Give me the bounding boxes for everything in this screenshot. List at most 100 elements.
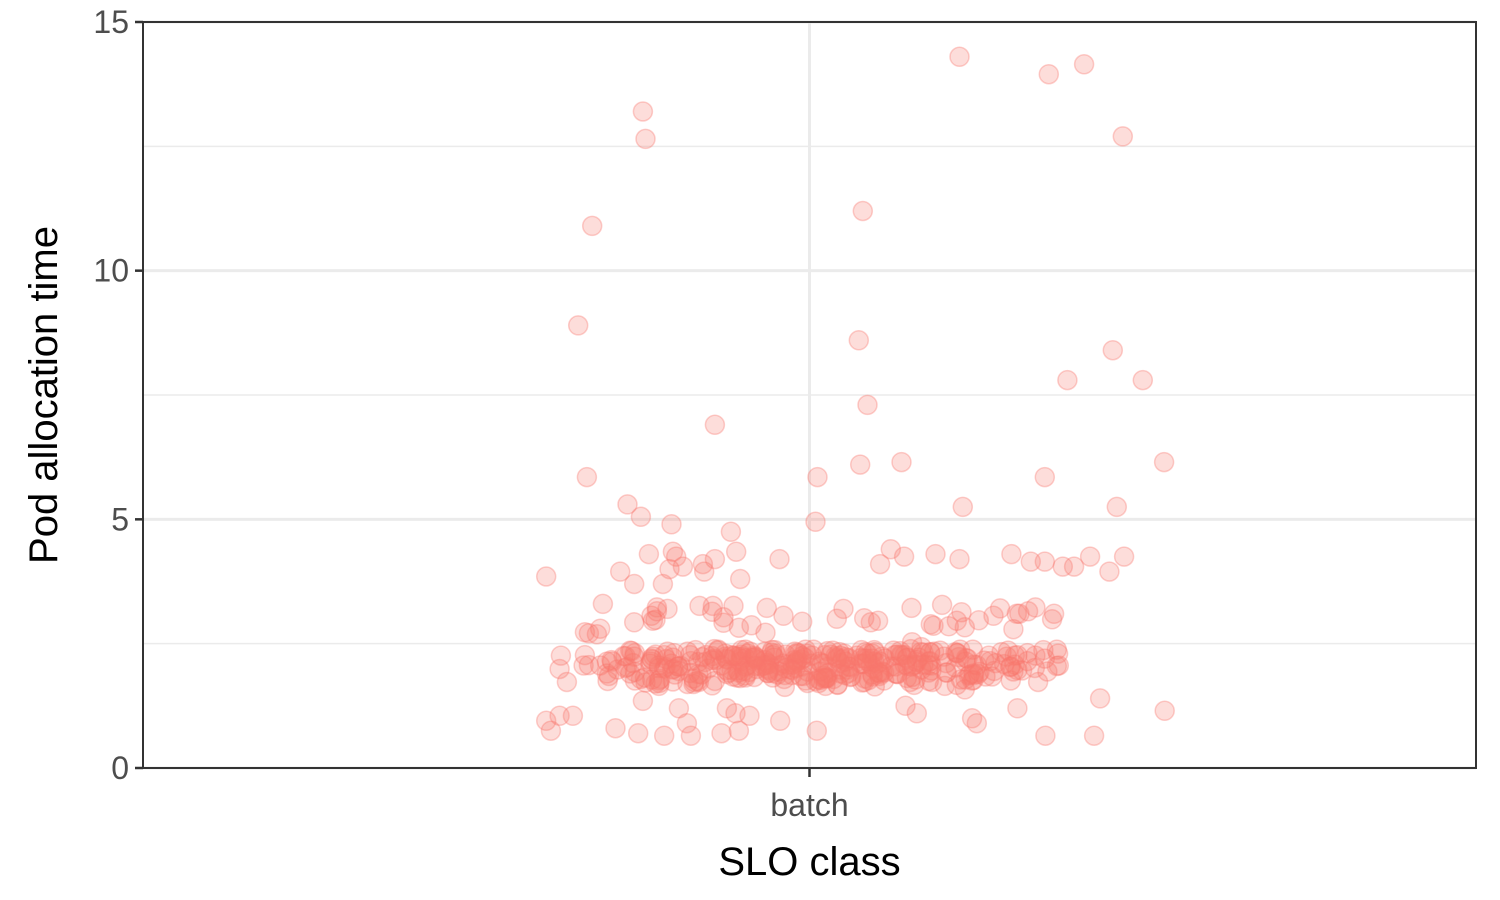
data-point: [613, 645, 634, 667]
data-point: [1063, 556, 1085, 577]
data-point: [1153, 451, 1175, 473]
data-point: [983, 660, 1005, 682]
data-point: [785, 643, 806, 665]
data-point: [908, 647, 930, 668]
data-point: [535, 566, 557, 587]
data-point: [791, 649, 812, 670]
data-point: [687, 651, 709, 673]
data-point: [648, 655, 670, 676]
data-point: [981, 666, 1003, 687]
data-point: [851, 653, 873, 675]
data-point: [1027, 671, 1049, 693]
data-point: [1046, 655, 1068, 677]
data-point: [735, 656, 756, 677]
data-point: [641, 605, 662, 627]
data-point: [919, 650, 941, 672]
data-point: [1073, 54, 1095, 75]
data-point: [691, 664, 712, 685]
data-point: [895, 695, 916, 717]
data-point: [905, 669, 926, 690]
data-point: [979, 650, 1001, 672]
data-point: [598, 665, 620, 687]
data-point: [720, 521, 742, 543]
data-point: [900, 638, 922, 660]
data-point: [729, 667, 751, 689]
data-point: [791, 611, 813, 633]
data-point: [645, 644, 666, 665]
data-point: [963, 663, 984, 684]
data-point: [649, 672, 670, 694]
data-point: [573, 655, 594, 676]
data-point: [1017, 650, 1038, 672]
data-point: [578, 654, 600, 676]
data-point: [624, 670, 646, 691]
data-point: [677, 641, 698, 662]
data-point: [623, 573, 645, 595]
data-point: [627, 722, 649, 744]
data-point: [791, 645, 813, 667]
data-point: [725, 541, 747, 562]
data-point: [1048, 655, 1070, 676]
data-point: [795, 639, 816, 660]
data-point: [661, 514, 682, 535]
data-point: [765, 643, 786, 664]
data-point: [864, 641, 886, 663]
data-point: [756, 597, 778, 619]
data-point: [1034, 466, 1056, 488]
data-point: [728, 617, 750, 639]
data-point: [679, 644, 701, 666]
data-point: [662, 671, 684, 692]
data-point: [757, 662, 778, 684]
data-point: [663, 642, 685, 664]
data-point: [680, 725, 702, 746]
data-point: [955, 647, 977, 669]
data-point: [861, 643, 883, 664]
data-point: [745, 648, 766, 669]
data-point: [617, 494, 638, 515]
data-point: [715, 646, 736, 667]
data-point: [827, 674, 848, 695]
data-point: [715, 643, 736, 664]
data-point: [957, 648, 978, 669]
data-point: [815, 667, 837, 689]
data-point: [1009, 603, 1030, 625]
data-point: [1025, 645, 1046, 666]
data-point: [1046, 639, 1068, 660]
data-point: [1043, 603, 1065, 625]
y-tick-label: 15: [93, 4, 129, 40]
data-point: [841, 666, 862, 687]
data-point: [945, 657, 966, 678]
data-point: [1038, 63, 1060, 85]
data-point: [999, 656, 1021, 678]
data-point: [813, 665, 834, 686]
data-point: [767, 664, 788, 685]
data-point: [935, 662, 957, 683]
data-point: [737, 643, 758, 664]
data-point: [1003, 618, 1024, 640]
data-point: [668, 698, 690, 719]
data-point: [931, 594, 953, 616]
data-point: [701, 675, 723, 696]
data-point: [903, 674, 925, 696]
data-point: [1035, 725, 1056, 746]
data-point: [738, 661, 760, 683]
data-point: [641, 648, 662, 669]
data-point: [1000, 670, 1022, 691]
data-point: [707, 640, 729, 661]
data-point: [716, 663, 738, 685]
data-point: [969, 661, 990, 683]
data-point: [729, 568, 751, 590]
data-point: [1004, 654, 1026, 675]
data-point: [838, 656, 860, 677]
data-point: [853, 648, 875, 669]
data-point: [756, 652, 778, 673]
data-point: [854, 668, 876, 689]
data-point: [742, 647, 764, 668]
data-point: [963, 669, 984, 691]
data-point: [867, 652, 889, 674]
data-point: [743, 666, 765, 688]
data-point: [662, 541, 684, 562]
data-point: [648, 670, 670, 691]
data-point: [635, 128, 656, 150]
data-point: [925, 543, 946, 565]
